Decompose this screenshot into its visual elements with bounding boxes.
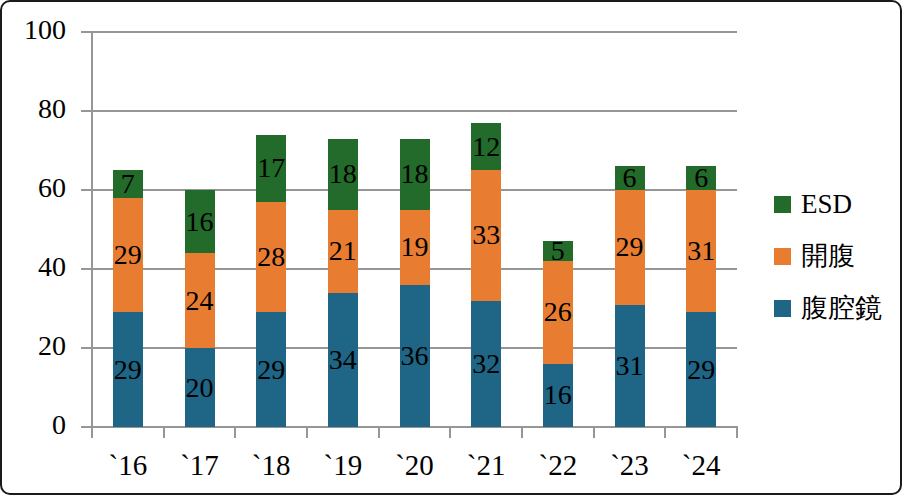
y-axis-label: 60 <box>2 171 66 205</box>
x-axis-tick <box>91 426 93 438</box>
legend-label: 腹腔鏡 <box>801 292 882 324</box>
data-label: 6 <box>623 162 637 194</box>
data-label: 12 <box>472 131 500 163</box>
data-label: 36 <box>401 340 429 372</box>
x-axis-tick <box>306 426 308 438</box>
bar-segment-腹腔鏡: 16 <box>543 364 573 427</box>
x-axis-tick <box>234 426 236 438</box>
data-label: 31 <box>616 350 644 382</box>
bar-segment-開腹: 28 <box>256 202 286 313</box>
bar-segment-腹腔鏡: 29 <box>113 312 143 427</box>
data-label: 34 <box>329 344 357 376</box>
bar-segment-開腹: 29 <box>113 198 143 313</box>
y-axis-label: 80 <box>2 92 66 126</box>
data-label: 19 <box>401 231 429 263</box>
bar-segment-ESD: 6 <box>615 166 645 190</box>
data-label: 16 <box>186 206 214 238</box>
data-label: 6 <box>694 162 708 194</box>
y-axis-label: 100 <box>2 13 66 47</box>
bar-segment-開腹: 24 <box>185 253 215 348</box>
x-axis-tick <box>163 426 165 438</box>
x-axis-category-label: `16 <box>92 448 164 482</box>
bar-segment-開腹: 29 <box>615 190 645 305</box>
bar-segment-ESD: 7 <box>113 170 143 198</box>
x-axis-category-label: `23 <box>594 448 666 482</box>
x-axis-tick <box>736 426 738 438</box>
legend-swatch <box>774 300 791 317</box>
bar-segment-腹腔鏡: 29 <box>256 312 286 427</box>
bar-segment-開腹: 21 <box>328 210 358 293</box>
data-label: 29 <box>114 239 142 271</box>
data-label: 33 <box>472 219 500 251</box>
bar-segment-開腹: 19 <box>400 210 430 285</box>
stacked-bar-chart: 0 20 40 60 80 100 29 29 7 `16 20 24 16 `17 29 28 17 `18 34… <box>0 0 902 495</box>
data-label: 26 <box>544 296 572 328</box>
data-label: 21 <box>329 235 357 267</box>
data-label: 29 <box>114 354 142 386</box>
x-axis-tick <box>449 426 451 438</box>
x-axis-category-label: `17 <box>164 448 236 482</box>
data-label: 29 <box>257 354 285 386</box>
bar-segment-ESD: 17 <box>256 135 286 202</box>
bar-segment-腹腔鏡: 36 <box>400 285 430 427</box>
data-label: 32 <box>472 348 500 380</box>
chart-legend: ESD 開腹腹腔鏡 <box>774 188 882 324</box>
bar-segment-腹腔鏡: 34 <box>328 293 358 427</box>
legend-swatch <box>774 196 791 213</box>
x-axis-tick <box>521 426 523 438</box>
legend-item-開腹: 開腹 <box>774 240 882 272</box>
data-label: 28 <box>257 241 285 273</box>
bar-segment-開腹: 26 <box>543 261 573 364</box>
data-label: 5 <box>551 235 565 267</box>
x-axis-tick <box>378 426 380 438</box>
bar-segment-ESD: 16 <box>185 190 215 253</box>
data-label: 20 <box>186 372 214 404</box>
y-axis-label: 20 <box>2 329 66 363</box>
y-axis-label: 40 <box>2 250 66 284</box>
legend-swatch <box>774 248 791 265</box>
x-axis-category-label: `22 <box>522 448 594 482</box>
data-label: 24 <box>186 285 214 317</box>
data-label: 16 <box>544 379 572 411</box>
data-label: 31 <box>687 235 715 267</box>
gridline <box>92 110 737 112</box>
x-axis-category-label: `19 <box>307 448 379 482</box>
y-axis-label: 0 <box>2 408 66 442</box>
bar-segment-ESD: 18 <box>328 139 358 210</box>
bar-segment-ESD: 6 <box>686 166 716 190</box>
legend-item-腹腔鏡: 腹腔鏡 <box>774 292 882 324</box>
legend-label: ESD <box>801 188 852 220</box>
bar-segment-開腹: 33 <box>471 170 501 300</box>
bar-segment-腹腔鏡: 32 <box>471 301 501 427</box>
bar-segment-開腹: 31 <box>686 190 716 312</box>
bar-segment-腹腔鏡: 31 <box>615 305 645 427</box>
x-axis-category-label: `21 <box>450 448 522 482</box>
x-axis-tick <box>664 426 666 438</box>
bar-segment-ESD: 18 <box>400 139 430 210</box>
bar-segment-腹腔鏡: 20 <box>185 348 215 427</box>
data-label: 17 <box>257 152 285 184</box>
data-label: 7 <box>121 168 135 200</box>
bar-segment-ESD: 5 <box>543 241 573 261</box>
data-label: 29 <box>616 231 644 263</box>
y-axis-line <box>91 31 93 428</box>
bar-segment-ESD: 12 <box>471 123 501 170</box>
x-axis-tick <box>593 426 595 438</box>
data-label: 18 <box>401 158 429 190</box>
data-label: 29 <box>687 354 715 386</box>
x-axis-category-label: `18 <box>235 448 307 482</box>
legend-item-ESD: ESD <box>774 188 882 220</box>
bar-segment-腹腔鏡: 29 <box>686 312 716 427</box>
gridline <box>92 31 737 33</box>
plot-area: 0 20 40 60 80 100 29 29 7 `16 20 24 16 `17 29 28 17 `18 34… <box>2 2 902 495</box>
x-axis-category-label: `20 <box>379 448 451 482</box>
legend-label: 開腹 <box>801 240 855 272</box>
x-axis-category-label: `24 <box>665 448 737 482</box>
data-label: 18 <box>329 158 357 190</box>
